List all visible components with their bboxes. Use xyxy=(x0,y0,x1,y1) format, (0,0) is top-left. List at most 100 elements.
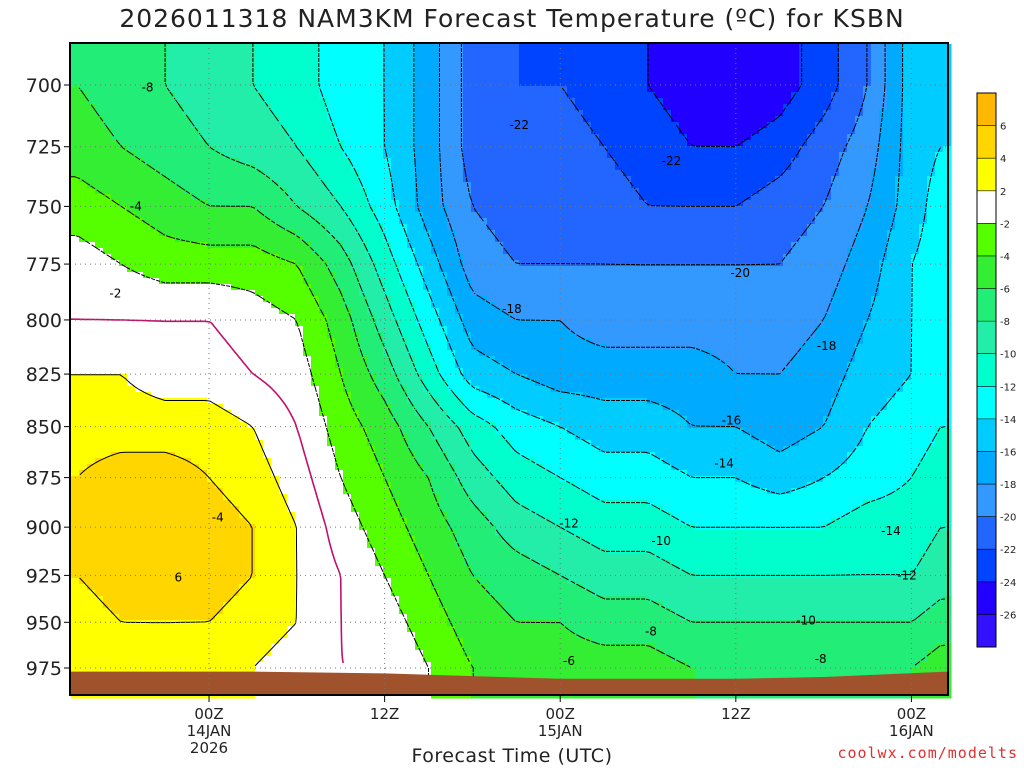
temperature-cell xyxy=(399,188,408,195)
temperature-cell xyxy=(135,194,144,201)
temperature-cell xyxy=(695,224,704,231)
temperature-cell xyxy=(239,278,248,285)
temperature-cell xyxy=(151,74,160,81)
temperature-cell xyxy=(327,242,336,249)
temperature-cell xyxy=(759,50,768,57)
temperature-cell xyxy=(783,134,792,141)
temperature-cell xyxy=(183,164,192,171)
temperature-cell xyxy=(575,86,584,93)
temperature-cell xyxy=(727,254,736,261)
temperature-cell xyxy=(919,212,928,219)
temperature-cell xyxy=(671,248,680,255)
temperature-cell xyxy=(879,164,888,171)
temperature-cell xyxy=(71,314,80,321)
temperature-cell xyxy=(807,134,816,141)
temperature-cell xyxy=(103,260,112,267)
temperature-cell xyxy=(391,110,400,117)
temperature-cell xyxy=(263,164,272,171)
temperature-cell xyxy=(287,134,296,141)
temperature-cell xyxy=(127,308,136,315)
temperature-cell xyxy=(895,68,904,75)
temperature-cell xyxy=(423,110,432,117)
temperature-cell xyxy=(711,302,720,309)
temperature-cell xyxy=(431,206,440,213)
temperature-cell xyxy=(767,50,776,57)
temperature-cell xyxy=(399,254,408,261)
temperature-cell xyxy=(479,98,488,105)
temperature-cell xyxy=(775,236,784,243)
temperature-cell xyxy=(559,164,568,171)
temperature-cell xyxy=(399,290,408,297)
temperature-cell xyxy=(711,158,720,165)
temperature-cell xyxy=(343,242,352,249)
temperature-cell xyxy=(311,194,320,201)
temperature-cell xyxy=(703,182,712,189)
temperature-cell xyxy=(511,68,520,75)
temperature-cell xyxy=(431,230,440,237)
temperature-cell xyxy=(287,254,296,261)
temperature-cell xyxy=(327,92,336,99)
temperature-cell xyxy=(935,260,944,267)
temperature-cell xyxy=(375,218,384,225)
temperature-cell xyxy=(431,68,440,75)
temperature-cell xyxy=(735,278,744,285)
temperature-cell xyxy=(687,140,696,147)
temperature-cell xyxy=(783,212,792,219)
temperature-cell xyxy=(591,224,600,231)
temperature-cell xyxy=(711,218,720,225)
temperature-cell xyxy=(847,80,856,87)
temperature-cell xyxy=(247,254,256,261)
temperature-cell xyxy=(719,308,728,315)
temperature-cell xyxy=(119,194,128,201)
temperature-cell xyxy=(655,218,664,225)
temperature-cell xyxy=(703,170,712,177)
temperature-cell xyxy=(719,62,728,69)
temperature-cell xyxy=(591,104,600,111)
temperature-cell xyxy=(511,278,520,285)
temperature-cell xyxy=(343,92,352,99)
temperature-cell xyxy=(551,230,560,237)
temperature-cell xyxy=(831,290,840,297)
temperature-cell xyxy=(735,290,744,297)
temperature-cell xyxy=(431,110,440,117)
temperature-cell xyxy=(463,266,472,273)
temperature-cell xyxy=(775,266,784,273)
temperature-cell xyxy=(935,164,944,171)
temperature-cell xyxy=(71,290,80,297)
temperature-cell xyxy=(503,290,512,297)
temperature-cell xyxy=(271,188,280,195)
temperature-cell xyxy=(343,146,352,153)
temperature-cell xyxy=(719,134,728,141)
temperature-cell xyxy=(559,56,568,63)
temperature-cell xyxy=(847,278,856,285)
temperature-cell xyxy=(519,200,528,207)
temperature-cell xyxy=(223,230,232,237)
temperature-cell xyxy=(607,212,616,219)
temperature-cell xyxy=(679,242,688,249)
temperature-cell xyxy=(311,260,320,267)
temperature-cell xyxy=(71,62,80,69)
temperature-cell xyxy=(591,242,600,249)
temperature-cell xyxy=(655,242,664,249)
temperature-cell xyxy=(799,302,808,309)
temperature-cell xyxy=(447,272,456,279)
temperature-cell xyxy=(399,194,408,201)
temperature-cell xyxy=(71,206,80,213)
temperature-cell xyxy=(151,188,160,195)
temperature-cell xyxy=(471,248,480,255)
temperature-cell xyxy=(503,182,512,189)
temperature-cell xyxy=(767,110,776,117)
temperature-cell xyxy=(631,122,640,129)
temperature-cell xyxy=(71,224,80,231)
temperature-cell xyxy=(799,50,808,57)
temperature-cell xyxy=(615,146,624,153)
temperature-cell xyxy=(543,74,552,81)
temperature-cell xyxy=(103,116,112,123)
temperature-cell xyxy=(743,86,752,93)
temperature-cell xyxy=(855,284,864,291)
temperature-cell xyxy=(231,158,240,165)
temperature-cell xyxy=(751,188,760,195)
temperature-cell xyxy=(415,188,424,195)
temperature-cell xyxy=(383,200,392,207)
temperature-cell xyxy=(911,68,920,75)
